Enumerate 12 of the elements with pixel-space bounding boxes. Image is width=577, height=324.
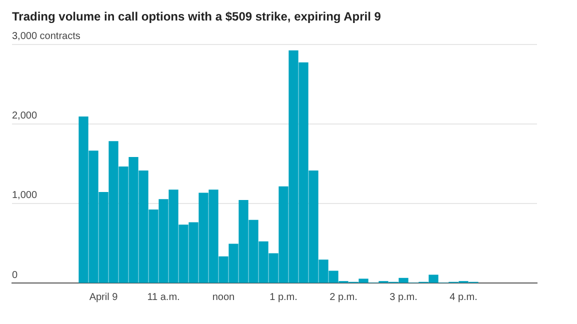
chart-title: Trading volume in call options with a $509 strike, expiring April 9 (12, 10, 382, 24)
x-tick-label: 2 p.m. (330, 292, 358, 303)
y-tick-label: 3,000 contracts (12, 31, 80, 42)
x-tick-label: 1 p.m. (270, 292, 298, 303)
x-tick-label: noon (212, 292, 235, 303)
y-tick-label: 2,000 (12, 110, 38, 122)
x-tick-label: 11 a.m. (147, 292, 180, 303)
y-tick-label: 0 (12, 270, 18, 281)
x-tick-label: 3 p.m. (390, 292, 418, 303)
x-tick-label: April 9 (89, 292, 118, 303)
x-tick-label: 4 p.m. (450, 292, 478, 303)
y-tick-label: 1,000 (12, 190, 38, 202)
